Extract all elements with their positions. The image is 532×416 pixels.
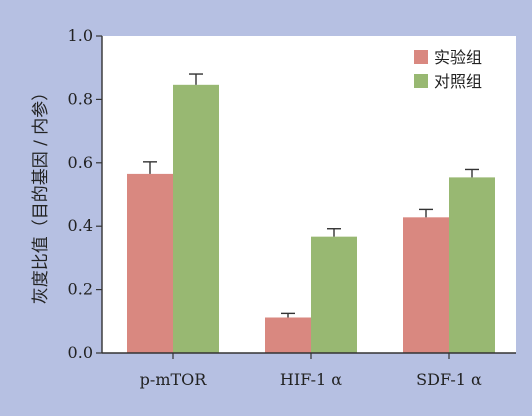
bar-experiment-2 bbox=[403, 217, 449, 353]
y-tick-label: 0.4 bbox=[68, 216, 93, 235]
axes-group: p-mTOR HIF-1 α SDF-1 α 0.0 0.2 0.4 0.6 0.8 1.0 bbox=[68, 26, 516, 389]
y-axis-title: 灰度比值（目的基因 / 内参） bbox=[31, 84, 51, 305]
bar-control-1 bbox=[311, 236, 357, 353]
bar-experiment-1 bbox=[265, 317, 311, 353]
y-tick-label: 0.2 bbox=[68, 280, 93, 299]
y-tick-label: 0.0 bbox=[68, 343, 93, 362]
x-tick-label: SDF-1 α bbox=[416, 370, 482, 389]
y-tick-label: 0.8 bbox=[68, 89, 93, 108]
bar-control-0 bbox=[173, 84, 219, 354]
x-tick-label: HIF-1 α bbox=[280, 370, 342, 389]
legend-swatch-1 bbox=[414, 74, 428, 88]
y-tick-label: 1.0 bbox=[68, 26, 93, 45]
bars-group bbox=[127, 73, 495, 354]
legend-swatch-0 bbox=[414, 50, 428, 64]
x-tick-label: p-mTOR bbox=[140, 370, 208, 389]
bar-control-2 bbox=[449, 177, 495, 353]
legend-label-0: 实验组 bbox=[434, 48, 482, 67]
bar-experiment-0 bbox=[127, 173, 173, 353]
y-tick-label: 0.6 bbox=[68, 153, 93, 172]
legend-label-1: 对照组 bbox=[434, 72, 482, 91]
